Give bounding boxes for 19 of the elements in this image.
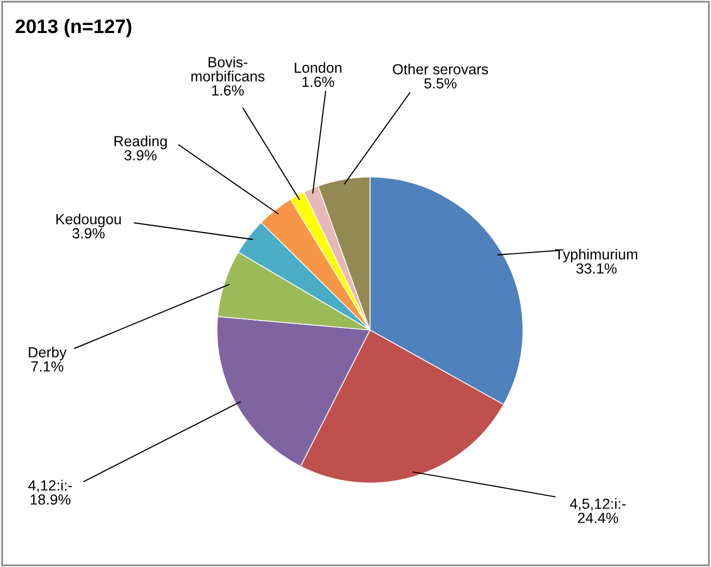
data-label: 5.5% — [424, 78, 456, 89]
slice-label: Derby — [28, 346, 67, 360]
data-label: 1.6% — [212, 85, 244, 96]
data-label: 7.1% — [31, 361, 64, 372]
slice-label: Kedougou — [56, 214, 121, 228]
data-label: 1.6% — [302, 76, 334, 87]
data-label: 3.9% — [124, 150, 157, 160]
data-label: 18.9% — [30, 494, 70, 505]
slice-label: 4,12:i:- — [28, 480, 72, 492]
data-label: 24.4% — [578, 512, 618, 523]
chart-title: 2013 (n=127) — [16, 18, 132, 38]
data-label: 33.1% — [576, 263, 617, 274]
slice-label: London — [294, 62, 342, 73]
slice-label: 4,5,12:i:- — [570, 498, 626, 511]
slice-label: Reading — [114, 136, 167, 150]
slice-label: Bovis- morbificans — [191, 56, 264, 82]
slice-label: Typhimurium — [555, 248, 638, 262]
data-label: 3.9% — [72, 228, 105, 238]
slice-label: Other serovars — [392, 64, 488, 74]
